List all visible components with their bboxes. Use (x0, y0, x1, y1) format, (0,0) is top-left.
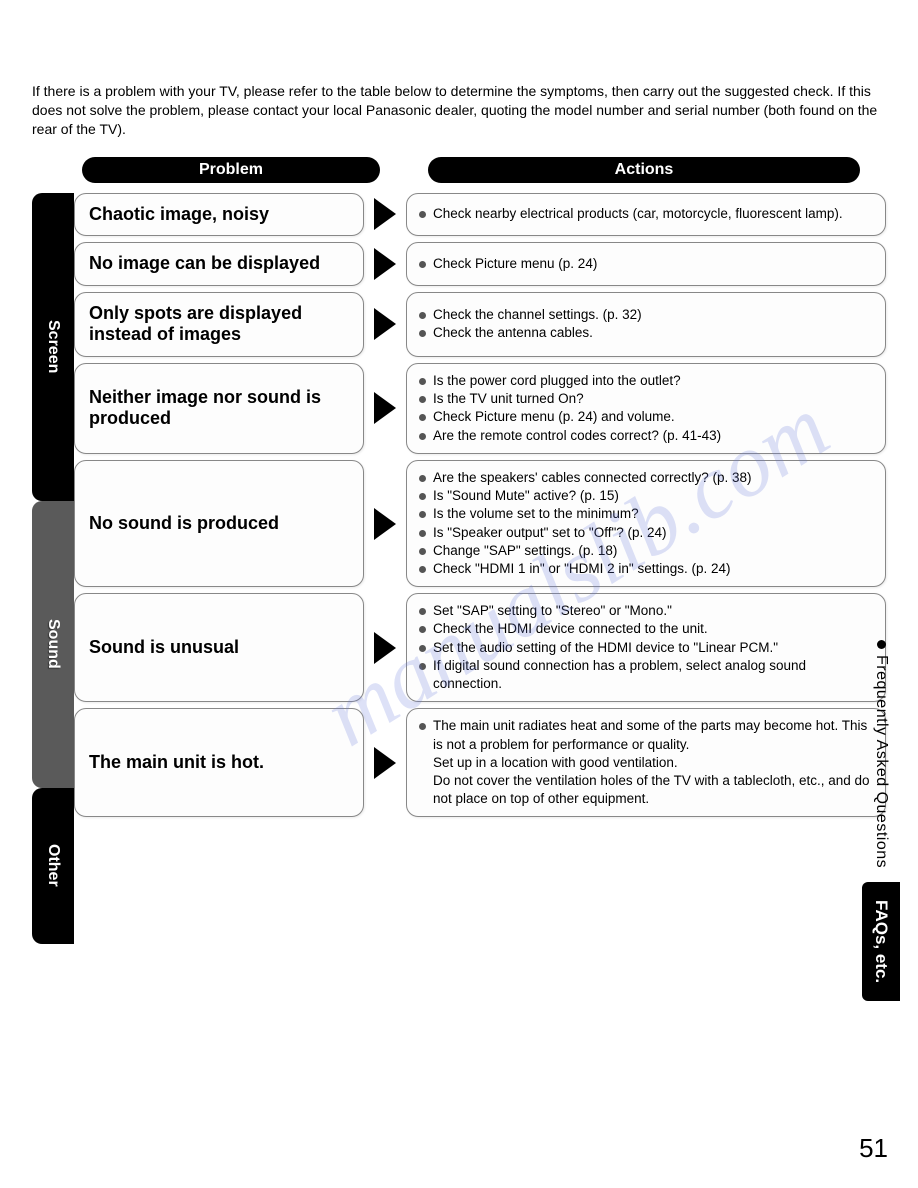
arrow-icon (374, 308, 396, 340)
problem-cell: The main unit is hot. (74, 708, 364, 817)
action-item: Change "SAP" settings. (p. 18) (419, 542, 873, 560)
table-row: Only spots are displayed instead of imag… (74, 292, 886, 357)
action-cell: Check nearby electrical products (car, m… (406, 193, 886, 237)
action-cell: Are the speakers' cables connected corre… (406, 460, 886, 587)
action-item: Is the TV unit turned On? (419, 390, 873, 408)
table-row: The main unit is hot. The main unit radia… (74, 708, 886, 817)
faqs-tab: FAQs, etc. (862, 882, 900, 1001)
table-row: Sound is unusual Set "SAP" setting to "St… (74, 593, 886, 702)
arrow-icon (374, 508, 396, 540)
problem-cell: No image can be displayed (74, 242, 364, 286)
action-item: Check the antenna cables. (419, 324, 873, 342)
problem-cell: Neither image nor sound is produced (74, 363, 364, 454)
action-item: Set the audio setting of the HDMI device… (419, 639, 873, 657)
action-item: Check Picture menu (p. 24) (419, 255, 873, 273)
action-item: Are the remote control codes correct? (p… (419, 427, 873, 445)
header-problem: Problem (82, 157, 380, 183)
action-item: Is "Sound Mute" active? (p. 15) (419, 487, 873, 505)
action-item: Check nearby electrical products (car, m… (419, 205, 873, 223)
problem-cell: Sound is unusual (74, 593, 364, 702)
action-cell: Check Picture menu (p. 24) (406, 242, 886, 286)
category-tabs: Screen Sound Other (32, 193, 74, 944)
problem-cell: Chaotic image, noisy (74, 193, 364, 237)
intro-text: If there is a problem with your TV, plea… (32, 82, 886, 139)
action-item: Is the power cord plugged into the outle… (419, 372, 873, 390)
table-row: Neither image nor sound is produced Is th… (74, 363, 886, 454)
action-item: Is the volume set to the minimum? (419, 505, 873, 523)
faq-label-text: Frequently Asked Questions (873, 655, 890, 868)
action-item: If digital sound connection has a proble… (419, 657, 873, 693)
problem-cell: Only spots are displayed instead of imag… (74, 292, 364, 357)
action-cell: Is the power cord plugged into the outle… (406, 363, 886, 454)
action-cell: Set "SAP" setting to "Stereo" or "Mono."… (406, 593, 886, 702)
action-item: Check Picture menu (p. 24) and volume. (419, 408, 873, 426)
tab-screen: Screen (32, 193, 74, 501)
action-item: Check "HDMI 1 in" or "HDMI 2 in" setting… (419, 560, 873, 578)
action-cell: The main unit radiates heat and some of … (406, 708, 886, 817)
tab-other: Other (32, 788, 74, 944)
arrow-icon (374, 248, 396, 280)
problem-cell: No sound is produced (74, 460, 364, 587)
action-subtext: Set up in a location with good ventilati… (419, 754, 873, 772)
header-actions: Actions (428, 157, 860, 183)
action-subtext: Do not cover the ventilation holes of th… (419, 772, 873, 808)
table-row: Chaotic image, noisy Check nearby electri… (74, 193, 886, 237)
action-cell: Check the channel settings. (p. 32)Check… (406, 292, 886, 357)
column-headers: Problem Actions (82, 157, 886, 183)
action-item: Are the speakers' cables connected corre… (419, 469, 873, 487)
arrow-icon (374, 392, 396, 424)
arrow-icon (374, 747, 396, 779)
action-item: The main unit radiates heat and some of … (419, 717, 873, 753)
action-item: Is "Speaker output" set to "Off"? (p. 24… (419, 524, 873, 542)
table-row: No sound is produced Are the speakers' ca… (74, 460, 886, 587)
action-item: Set "SAP" setting to "Stereo" or "Mono." (419, 602, 873, 620)
side-labels: Frequently Asked Questions FAQs, etc. (862, 640, 900, 1001)
action-item: Check the HDMI device connected to the u… (419, 620, 873, 638)
arrow-icon (374, 632, 396, 664)
table-row: No image can be displayed Check Picture m… (74, 242, 886, 286)
page-number: 51 (859, 1133, 888, 1164)
troubleshoot-rows: Chaotic image, noisy Check nearby electri… (74, 193, 886, 944)
faq-label: Frequently Asked Questions (872, 640, 890, 868)
tab-sound: Sound (32, 501, 74, 788)
arrow-icon (374, 198, 396, 230)
action-item: Check the channel settings. (p. 32) (419, 306, 873, 324)
